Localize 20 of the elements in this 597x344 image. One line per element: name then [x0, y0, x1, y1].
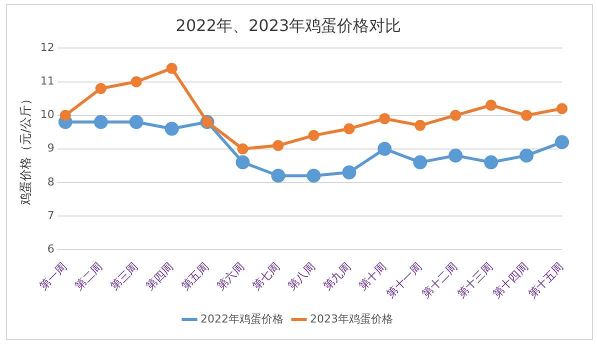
y-axis-title: 鸡蛋价格（元/公斤）: [18, 92, 32, 206]
chart-title: 2022年、2023年鸡蛋价格对比: [176, 16, 402, 35]
x-tick-label: 第九周: [320, 260, 354, 293]
x-tick-label: 第二周: [72, 260, 106, 293]
y-tick-label: 11: [40, 74, 54, 88]
y-tick-label: 6: [47, 242, 54, 256]
y-tick-label: 12: [40, 41, 54, 54]
x-tick-label: 第五周: [178, 260, 212, 293]
legend-label: 2023年鸡蛋价格: [310, 312, 393, 326]
y-tick-label: 10: [40, 108, 54, 122]
y-tick-label: 7: [47, 208, 54, 222]
x-tick-label: 第七周: [250, 260, 282, 293]
x-tick-label: 第六周: [214, 260, 247, 293]
y-tick-label: 9: [47, 142, 54, 155]
x-tick-label: 第三周: [108, 260, 140, 293]
legend-label: 2022年鸡蛋价格: [200, 312, 284, 326]
y-tick-label: 8: [47, 175, 54, 188]
x-tick-label: 第四周: [143, 260, 176, 293]
x-tick-label: 第一周: [37, 260, 70, 293]
x-tick-label: 第八周: [285, 260, 318, 293]
